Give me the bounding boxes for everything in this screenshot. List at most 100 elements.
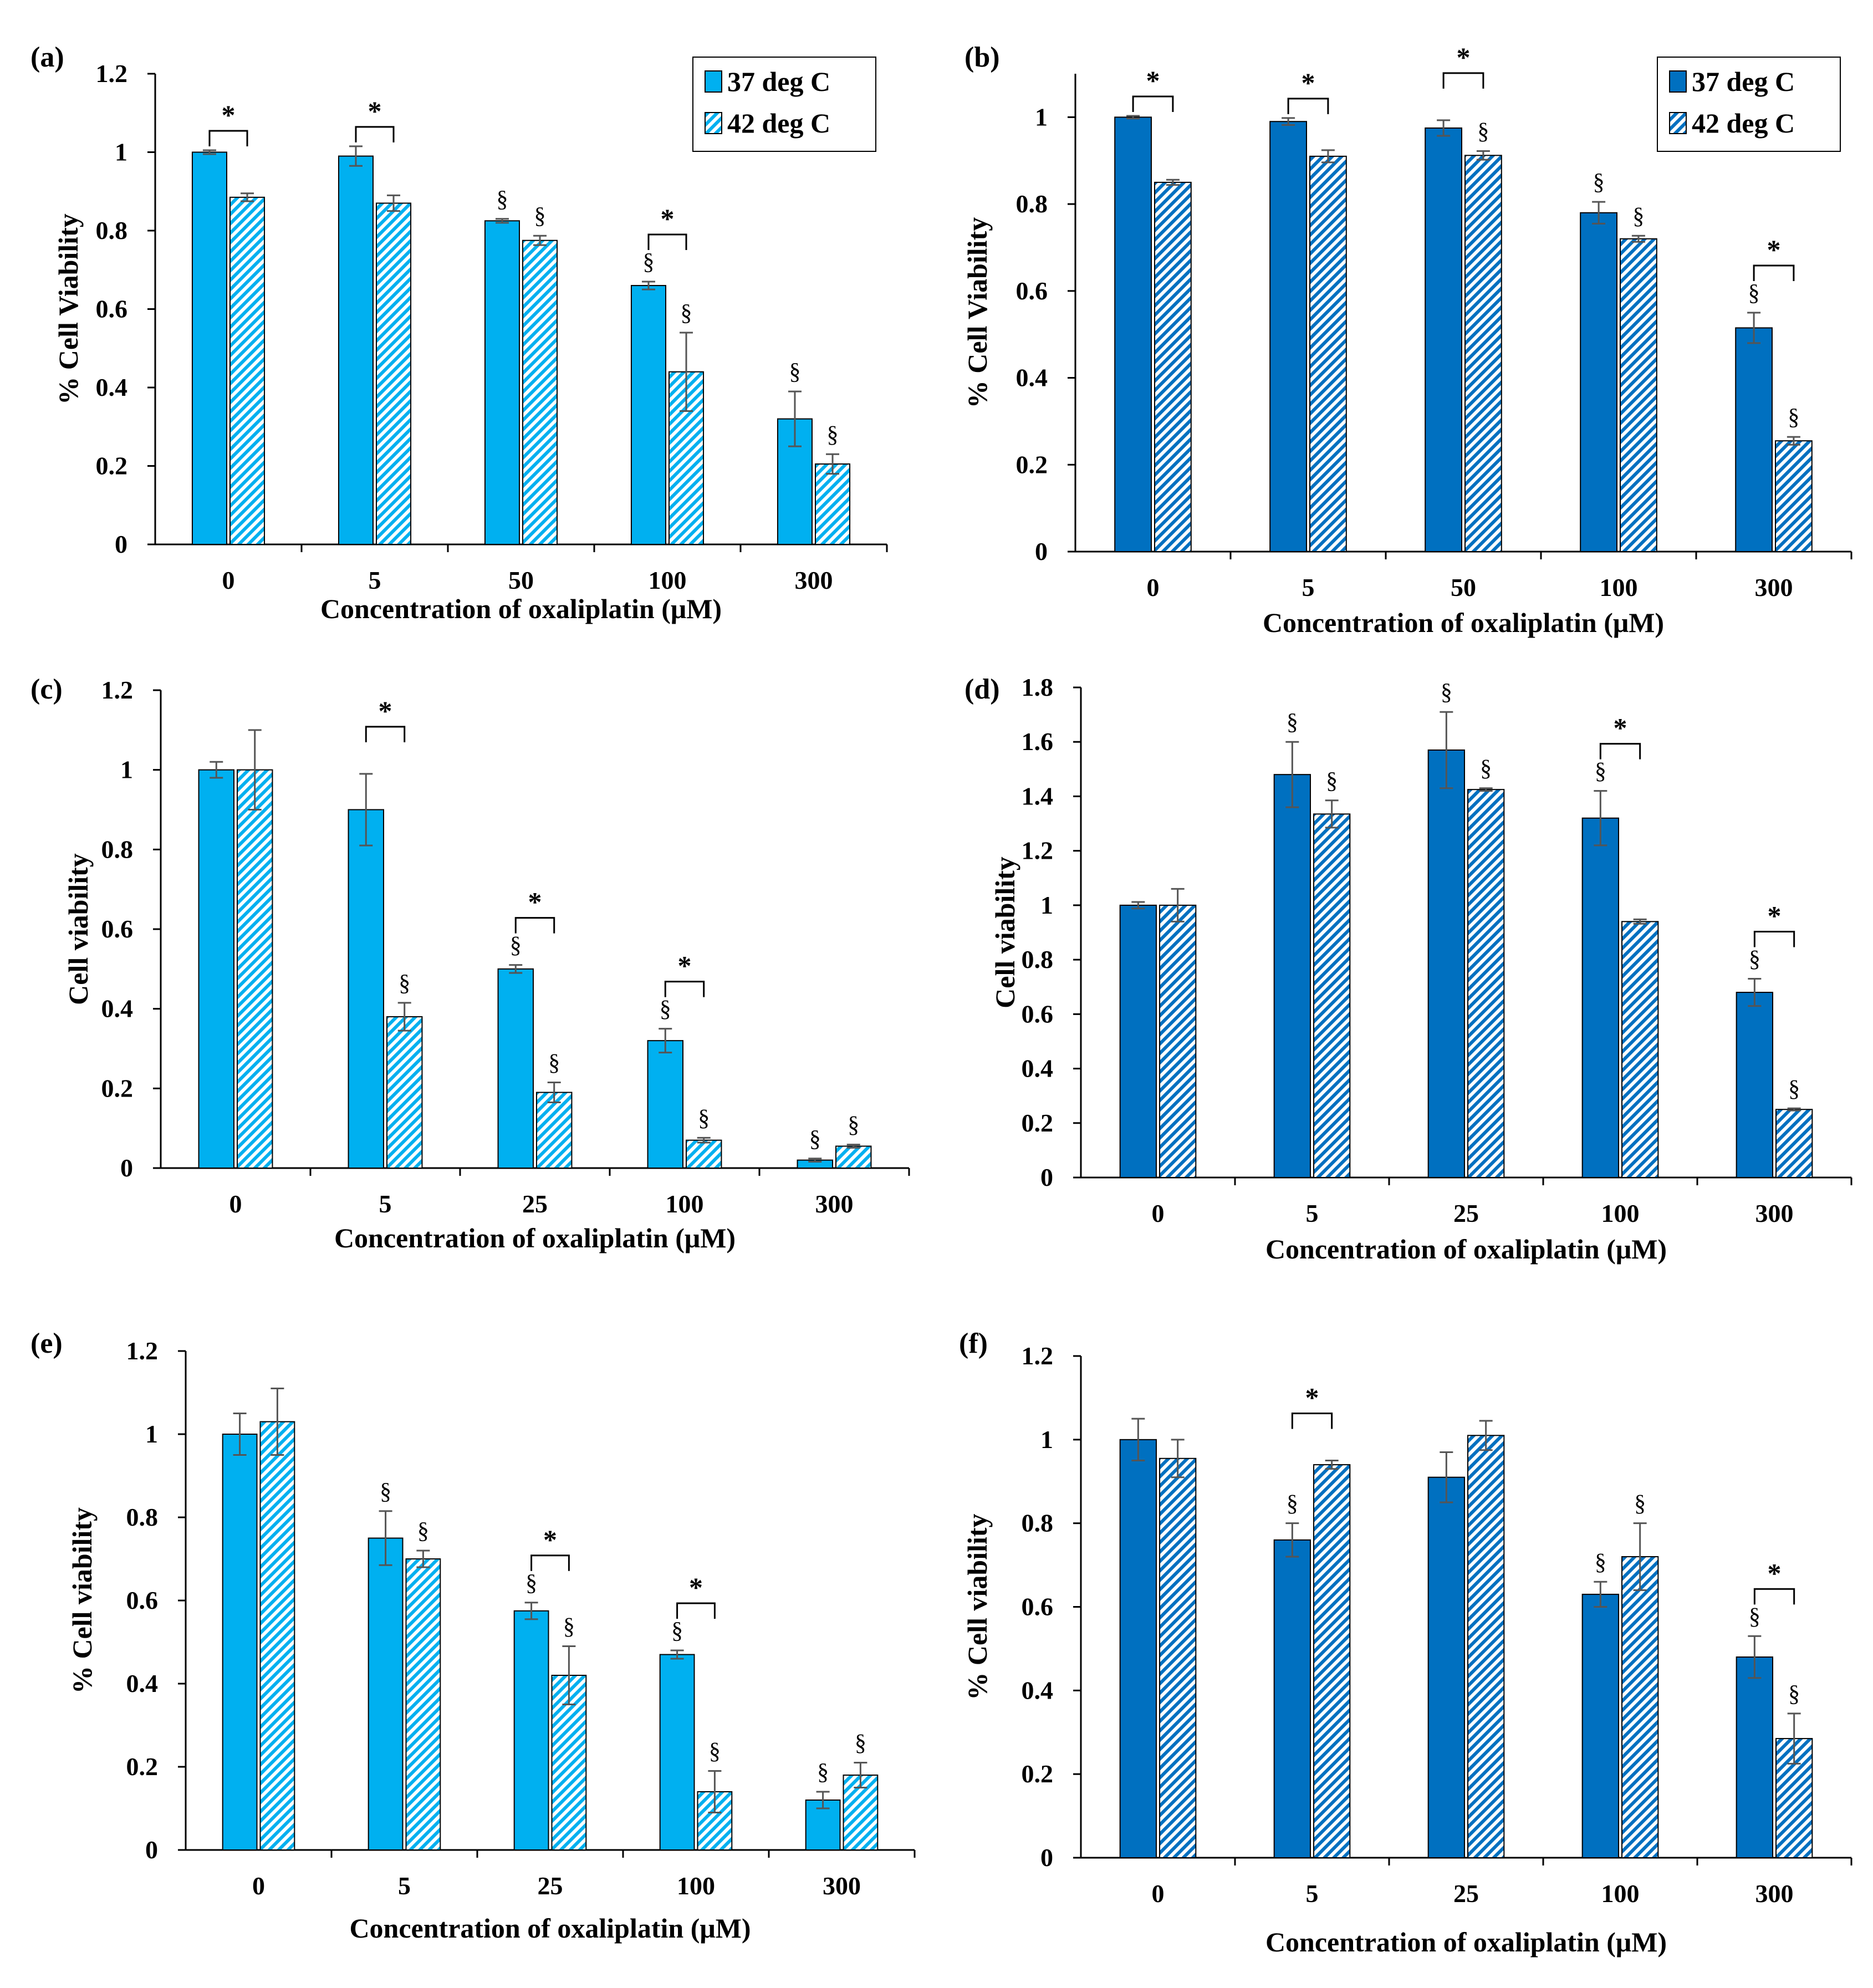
bar-solid-0 (1119, 904, 1157, 1179)
bar-solid-0 (1119, 1439, 1157, 1858)
section-marker: § (1788, 1076, 1800, 1102)
bar-hatched-0 (1159, 904, 1197, 1179)
bar-solid-300 (1736, 1656, 1773, 1858)
section-marker: § (671, 1618, 683, 1644)
panel-label: (d) (964, 674, 1000, 705)
chart-panel-f: (f) 0 0.2 0.4 0.6 0.8 1 1.2 0 5 § * 25 100 § § 300 § § * Con… (959, 1328, 1852, 1958)
x-tick-label: 300 (823, 1872, 861, 1900)
legend-swatch-solid (705, 70, 722, 93)
section-marker: § (698, 1105, 710, 1131)
y-tick-label: 0.8 (1022, 1509, 1054, 1537)
significance-star: * (1305, 1382, 1319, 1413)
x-tick-label: 0 (252, 1872, 265, 1900)
y-tick-label: 0.2 (1022, 1109, 1054, 1137)
bar-hatched-100 (1621, 1556, 1659, 1858)
section-marker: § (855, 1731, 866, 1756)
y-tick-label: 0.4 (1022, 1054, 1054, 1083)
bar-hatched-300 (1775, 440, 1813, 552)
legend-box (692, 57, 876, 152)
x-axis-title: Concentration of oxaliplatin (μM) (1263, 607, 1664, 638)
y-tick-label: 0 (115, 530, 127, 558)
y-tick-label: 1.2 (1022, 1342, 1054, 1370)
bar-hatched-5 (386, 1016, 423, 1169)
x-tick-label: 25 (1453, 1199, 1479, 1227)
significance-bracket (1753, 1588, 1795, 1605)
bar-hatched-5 (1313, 1464, 1351, 1858)
section-marker: § (1480, 756, 1492, 782)
x-tick-label: 300 (795, 566, 833, 594)
y-tick-label: 0.4 (1022, 1676, 1054, 1704)
bar-solid-100 (630, 285, 666, 545)
legend-swatch-hatched (1669, 112, 1687, 134)
significance-bracket (355, 126, 395, 142)
y-tick-label: 0.6 (1022, 1593, 1054, 1621)
significance-bracket (676, 1602, 716, 1619)
significance-bracket (1753, 930, 1795, 947)
x-tick-label: 5 (398, 1872, 411, 1900)
bar-solid-100 (659, 1654, 695, 1851)
x-tick-label: 0 (1147, 573, 1160, 602)
y-tick-label: 0.8 (126, 1503, 159, 1531)
section-marker: § (380, 1479, 391, 1505)
significance-bracket (1599, 743, 1641, 759)
bar-hatched-0 (1159, 1457, 1197, 1858)
x-tick-label: 0 (1152, 1199, 1165, 1227)
significance-star: * (368, 95, 382, 126)
chart-panel-a: (a) 0 0.2 0.4 0.6 0.8 1 1.2 0 * 5 * 50 § § 100 § § * 300 § § C… (30, 42, 888, 624)
y-tick-label: 0.2 (101, 1074, 134, 1102)
bar-solid-100 (1580, 212, 1617, 553)
significance-bracket (1287, 98, 1329, 114)
legend-label: 42 deg C (1692, 108, 1795, 139)
bar-solid-25 (513, 1610, 549, 1851)
x-tick-label: 100 (677, 1872, 715, 1900)
bar-hatched-300 (815, 463, 851, 546)
y-tick-label: 0.8 (1022, 945, 1054, 973)
y-tick-label: 0.4 (126, 1669, 159, 1698)
significance-star: * (1614, 712, 1627, 743)
y-tick-label: 0.8 (96, 216, 128, 244)
legend-box (1657, 57, 1841, 152)
x-tick-label: 5 (1302, 573, 1315, 602)
x-axis-title: Concentration of oxaliplatin (μM) (320, 593, 722, 624)
chart-panel-b: (b) 0 0.2 0.4 0.6 0.8 1 0 * 5 * 50 § * 100 § § 300 § § * Conc… (962, 42, 1852, 638)
y-tick-label: 0 (1040, 1163, 1053, 1191)
x-axis-title: Concentration of oxaliplatin (μM) (1265, 1926, 1667, 1958)
section-marker: § (510, 933, 522, 959)
y-tick-label: 1 (1035, 103, 1048, 131)
significance-bracket (647, 233, 687, 250)
significance-bracket (530, 1554, 570, 1571)
section-marker: § (1788, 1681, 1800, 1707)
bar-hatched-5 (1309, 155, 1347, 552)
bar-hatched-25 (536, 1092, 573, 1169)
bar-solid-5 (1269, 121, 1307, 552)
section-marker: § (1477, 119, 1489, 144)
x-tick-label: 0 (229, 1190, 242, 1218)
section-marker: § (1441, 680, 1452, 705)
significance-bracket (1753, 264, 1795, 281)
y-tick-label: 0.6 (101, 915, 134, 943)
significance-star: * (678, 950, 692, 981)
section-marker: § (548, 1051, 560, 1076)
bar-hatched-5 (1313, 813, 1351, 1179)
y-tick-label: 1 (1040, 1425, 1053, 1454)
significance-bracket (365, 726, 406, 742)
significance-star: * (222, 99, 236, 130)
section-marker: § (417, 1518, 429, 1544)
section-marker: § (681, 300, 692, 326)
bar-solid-25 (1427, 749, 1465, 1178)
x-tick-label: 300 (1755, 1199, 1794, 1227)
section-marker: § (709, 1739, 721, 1765)
bar-hatched-300 (1775, 1109, 1813, 1178)
y-tick-label: 0 (120, 1154, 133, 1182)
y-tick-label: 0.6 (126, 1586, 159, 1614)
legend: 37 deg C 42 deg C (1657, 57, 1841, 152)
bar-solid-100 (1581, 1593, 1619, 1858)
section-marker: § (525, 1571, 537, 1596)
panel-label: (a) (30, 42, 64, 73)
bar-solid-25 (1427, 1476, 1465, 1858)
y-tick-label: 0.8 (101, 835, 134, 863)
significance-bracket (664, 981, 705, 997)
bar-hatched-5 (376, 202, 412, 546)
section-marker: § (1595, 759, 1606, 784)
x-tick-label: 100 (1601, 1199, 1640, 1227)
